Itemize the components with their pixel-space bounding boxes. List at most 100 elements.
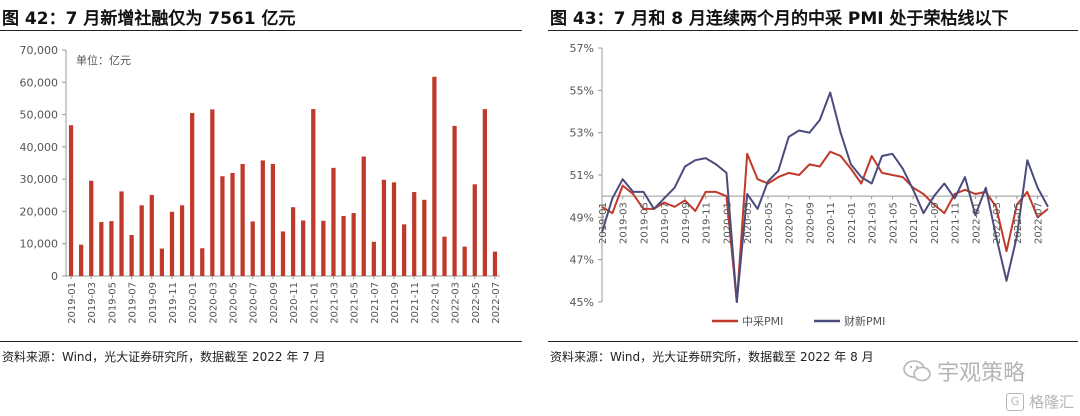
bar (68, 125, 74, 277)
bar-x-tick-label: 2022-05 (471, 282, 482, 324)
bar (301, 220, 306, 276)
bar (79, 244, 84, 276)
bar (442, 236, 447, 276)
bar (331, 167, 336, 276)
line-x-tick-label: 2021-05 (888, 202, 899, 244)
line-x-tick-label: 2020-03 (743, 202, 754, 244)
bar-x-tick-label: 2021-09 (390, 282, 401, 324)
bar-x-tick-label: 2019-11 (168, 282, 179, 324)
wechat-watermark-text: 宇观策略 (937, 361, 1026, 386)
bar (149, 194, 154, 276)
bar (250, 221, 255, 276)
brand-logo-icon: G (1006, 392, 1024, 411)
line-x-tick-label: 2021-01 (847, 202, 858, 244)
bar (321, 220, 326, 276)
series-line-caixin (601, 91, 1049, 303)
left-figure-panel: 图 42：7 月新增社融仅为 7561 亿元 0 10,000 20,000 30,0… (0, 0, 530, 416)
left-title-rule (0, 30, 522, 31)
right-source-rule (548, 341, 1078, 342)
bar (280, 231, 286, 276)
bar (190, 112, 195, 276)
bar (159, 248, 165, 276)
bar (462, 246, 467, 276)
line-chart-series (601, 91, 1049, 303)
line-x-tick-label: 2020-05 (764, 202, 775, 244)
bar-y-tick-label: 40,000 (20, 141, 59, 154)
line-y-tick-label: 53% (570, 127, 594, 140)
bar (401, 224, 407, 276)
bar-chart: 0 10,000 20,000 30,000 40,000 50,000 60,000 70,… (20, 44, 502, 324)
wechat-watermark: 宇观策略 (902, 355, 1025, 387)
right-title-rule (548, 30, 1078, 31)
bar (422, 199, 427, 276)
bar-x-tick-label: 2021-01 (309, 282, 320, 324)
line-x-tick-label: 2020-09 (805, 202, 816, 244)
bar-x-tick-label: 2021-05 (350, 282, 361, 324)
line-chart-legend: 中采PMI 财新PMI (712, 314, 885, 328)
bar-y-tick-label: 60,000 (20, 76, 59, 89)
bar (290, 207, 296, 276)
line-y-tick-label: 55% (570, 84, 594, 97)
bar-y-tick-label: 70,000 (20, 44, 59, 57)
bar-x-tick-label: 2020-05 (229, 282, 240, 324)
line-x-tick-label: 2021-07 (909, 202, 920, 244)
right-figure-panel: 图 43：7 月和 8 月连续两个月的中采 PMI 处于荣枯线以下 45% 47%… (548, 0, 1080, 416)
bar (169, 211, 175, 276)
bar (311, 109, 316, 276)
bar (109, 221, 114, 276)
bar-y-tick-label: 20,000 (20, 205, 59, 218)
line-x-tick-label: 2020-11 (826, 202, 837, 244)
series-line-caixin-official (601, 150, 1049, 303)
right-source-note: 资料来源：Wind，光大证券研究所，数据截至 2022 年 8 月 (550, 350, 874, 364)
brand-watermark-text: 格隆汇 (1029, 393, 1075, 411)
bar-y-tick-label: 50,000 (20, 109, 59, 122)
bar-x-tick-label: 2020-07 (249, 282, 260, 324)
bar (351, 213, 356, 276)
left-source-rule (0, 341, 522, 342)
bar-x-tick-label: 2020-03 (208, 282, 219, 324)
left-figure-title: 图 42：7 月新增社融仅为 7561 亿元 (2, 9, 296, 29)
left-source-note: 资料来源：Wind，光大证券研究所，数据截至 2022 年 7 月 (2, 350, 326, 364)
line-y-tick-label: 45% (570, 296, 594, 309)
bar (210, 109, 215, 276)
bar (230, 173, 235, 276)
bar-x-tick-label: 2019-05 (107, 282, 118, 324)
bar (139, 205, 144, 276)
line-y-tick-label: 57% (570, 42, 594, 55)
bar (371, 241, 376, 276)
bar (381, 179, 387, 276)
line-chart-x-tick-labels: 2019-01 2019-03 2019-05 2019-07 2019-09 2019-… (598, 202, 1045, 244)
line-y-tick-label: 49% (570, 211, 594, 224)
bar-x-tick-label: 2022-03 (451, 282, 462, 324)
bar (129, 234, 134, 276)
bar (179, 205, 185, 276)
bar-x-tick-label: 2020-11 (289, 282, 300, 324)
bar (119, 191, 124, 276)
line-x-tick-label: 2019-07 (660, 202, 671, 244)
line-x-tick-label: 2020-01 (722, 202, 733, 244)
bar (492, 251, 498, 276)
line-x-tick-label: 2022-01 (971, 202, 982, 244)
bar-y-tick-label: 30,000 (20, 173, 59, 186)
bar (391, 182, 397, 276)
bar (240, 163, 245, 276)
line-x-tick-label: 2019-05 (639, 202, 650, 244)
bar (200, 248, 205, 276)
line-x-tick-label: 2021-03 (868, 202, 879, 244)
bar (472, 184, 477, 276)
bar-x-tick-label: 2019-03 (87, 282, 98, 324)
bar (99, 222, 104, 276)
bar (452, 125, 457, 276)
bar-x-tick-label: 2021-03 (329, 282, 340, 324)
bar (432, 76, 437, 276)
bar (341, 215, 346, 276)
bar-x-tick-label: 2019-01 (67, 282, 78, 324)
line-x-tick-label: 2022-03 (992, 202, 1003, 244)
line-y-tick-label: 47% (570, 254, 594, 267)
bar (482, 109, 487, 276)
wechat-icon (903, 360, 931, 382)
bar-y-tick-label: 10,000 (20, 238, 59, 251)
line-chart-axes: 45% 47% 49% 51% 53% 55% 57% (570, 42, 1048, 309)
bar-x-tick-label: 2020-01 (188, 282, 199, 324)
bar-x-tick-label: 2021-11 (410, 282, 421, 324)
